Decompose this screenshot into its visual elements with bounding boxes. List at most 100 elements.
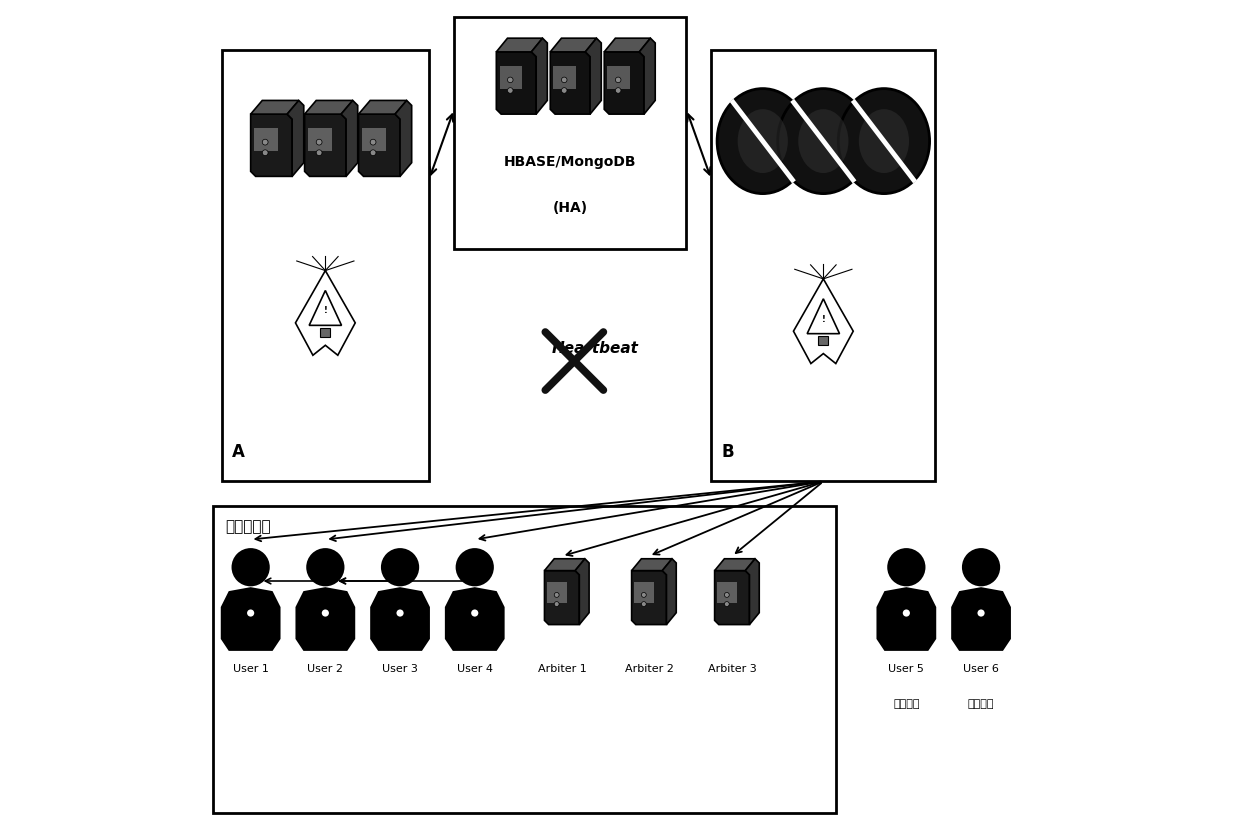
Polygon shape (371, 587, 430, 651)
Polygon shape (604, 38, 651, 51)
Circle shape (562, 88, 567, 93)
Polygon shape (305, 115, 346, 176)
Polygon shape (745, 559, 759, 624)
Ellipse shape (859, 109, 909, 173)
Circle shape (306, 548, 345, 586)
Polygon shape (362, 128, 386, 151)
Polygon shape (635, 583, 655, 603)
Circle shape (371, 149, 376, 155)
Circle shape (724, 593, 729, 598)
Circle shape (397, 609, 404, 617)
Circle shape (962, 548, 1001, 586)
Polygon shape (295, 271, 355, 355)
Polygon shape (396, 100, 412, 176)
Polygon shape (496, 51, 536, 114)
Text: User 2: User 2 (308, 664, 343, 674)
Bar (454, 17, 687, 249)
Polygon shape (221, 587, 280, 651)
Circle shape (263, 139, 268, 145)
Polygon shape (662, 559, 676, 624)
Circle shape (316, 139, 322, 145)
Ellipse shape (799, 109, 848, 173)
Circle shape (471, 609, 479, 617)
Polygon shape (445, 587, 505, 651)
Polygon shape (877, 587, 936, 651)
Circle shape (724, 602, 729, 607)
Text: User 3: User 3 (382, 664, 418, 674)
Text: A: A (232, 442, 244, 461)
Text: User 6: User 6 (963, 664, 999, 674)
Polygon shape (714, 571, 749, 624)
Circle shape (232, 548, 270, 586)
Circle shape (554, 602, 559, 607)
Polygon shape (585, 38, 601, 114)
Text: (HA): (HA) (553, 201, 588, 214)
Text: Heartbeat: Heartbeat (552, 341, 639, 356)
Polygon shape (544, 559, 585, 571)
Polygon shape (288, 100, 304, 176)
Circle shape (562, 77, 567, 83)
Polygon shape (951, 587, 1011, 651)
Polygon shape (500, 66, 522, 89)
Polygon shape (358, 100, 407, 115)
Circle shape (977, 609, 985, 617)
Polygon shape (631, 571, 666, 624)
Ellipse shape (738, 109, 787, 173)
Polygon shape (807, 299, 839, 334)
Bar (320, 328, 330, 337)
Polygon shape (631, 559, 672, 571)
Text: 无投票权: 无投票权 (893, 699, 920, 709)
Polygon shape (532, 38, 547, 114)
Text: Arbiter 3: Arbiter 3 (708, 664, 756, 674)
Polygon shape (553, 66, 577, 89)
Bar (222, 50, 429, 481)
Polygon shape (551, 51, 590, 114)
Polygon shape (496, 38, 543, 51)
Ellipse shape (838, 89, 930, 193)
Circle shape (554, 593, 559, 598)
Polygon shape (547, 583, 567, 603)
Circle shape (321, 609, 329, 617)
Polygon shape (718, 583, 738, 603)
Text: !: ! (324, 306, 327, 315)
Circle shape (263, 149, 268, 155)
Polygon shape (575, 559, 589, 624)
Polygon shape (305, 100, 352, 115)
Polygon shape (250, 115, 293, 176)
Circle shape (615, 88, 621, 93)
Text: User 1: User 1 (233, 664, 269, 674)
Bar (712, 50, 935, 481)
Polygon shape (341, 100, 357, 176)
Polygon shape (604, 51, 644, 114)
Polygon shape (308, 128, 331, 151)
Text: 无投票权: 无投票权 (967, 699, 994, 709)
Circle shape (507, 88, 513, 93)
Polygon shape (608, 66, 630, 89)
Circle shape (316, 149, 322, 155)
Circle shape (903, 609, 910, 617)
Text: User 4: User 4 (456, 664, 492, 674)
Circle shape (641, 593, 646, 598)
Circle shape (641, 602, 646, 607)
Polygon shape (254, 128, 278, 151)
Polygon shape (714, 559, 755, 571)
Text: User 5: User 5 (888, 664, 924, 674)
Circle shape (507, 77, 513, 83)
Bar (818, 336, 828, 345)
Polygon shape (544, 571, 579, 624)
Ellipse shape (717, 89, 808, 193)
Text: B: B (722, 442, 734, 461)
Polygon shape (794, 279, 853, 364)
Text: Arbiter 1: Arbiter 1 (537, 664, 587, 674)
Text: !: ! (821, 315, 826, 324)
Text: 投票者集合: 投票者集合 (226, 519, 272, 534)
Polygon shape (295, 587, 355, 651)
Polygon shape (309, 290, 341, 325)
Circle shape (888, 548, 925, 586)
Polygon shape (551, 38, 596, 51)
Ellipse shape (777, 89, 869, 193)
Bar (213, 506, 836, 813)
Circle shape (381, 548, 419, 586)
Circle shape (615, 77, 621, 83)
Circle shape (455, 548, 494, 586)
